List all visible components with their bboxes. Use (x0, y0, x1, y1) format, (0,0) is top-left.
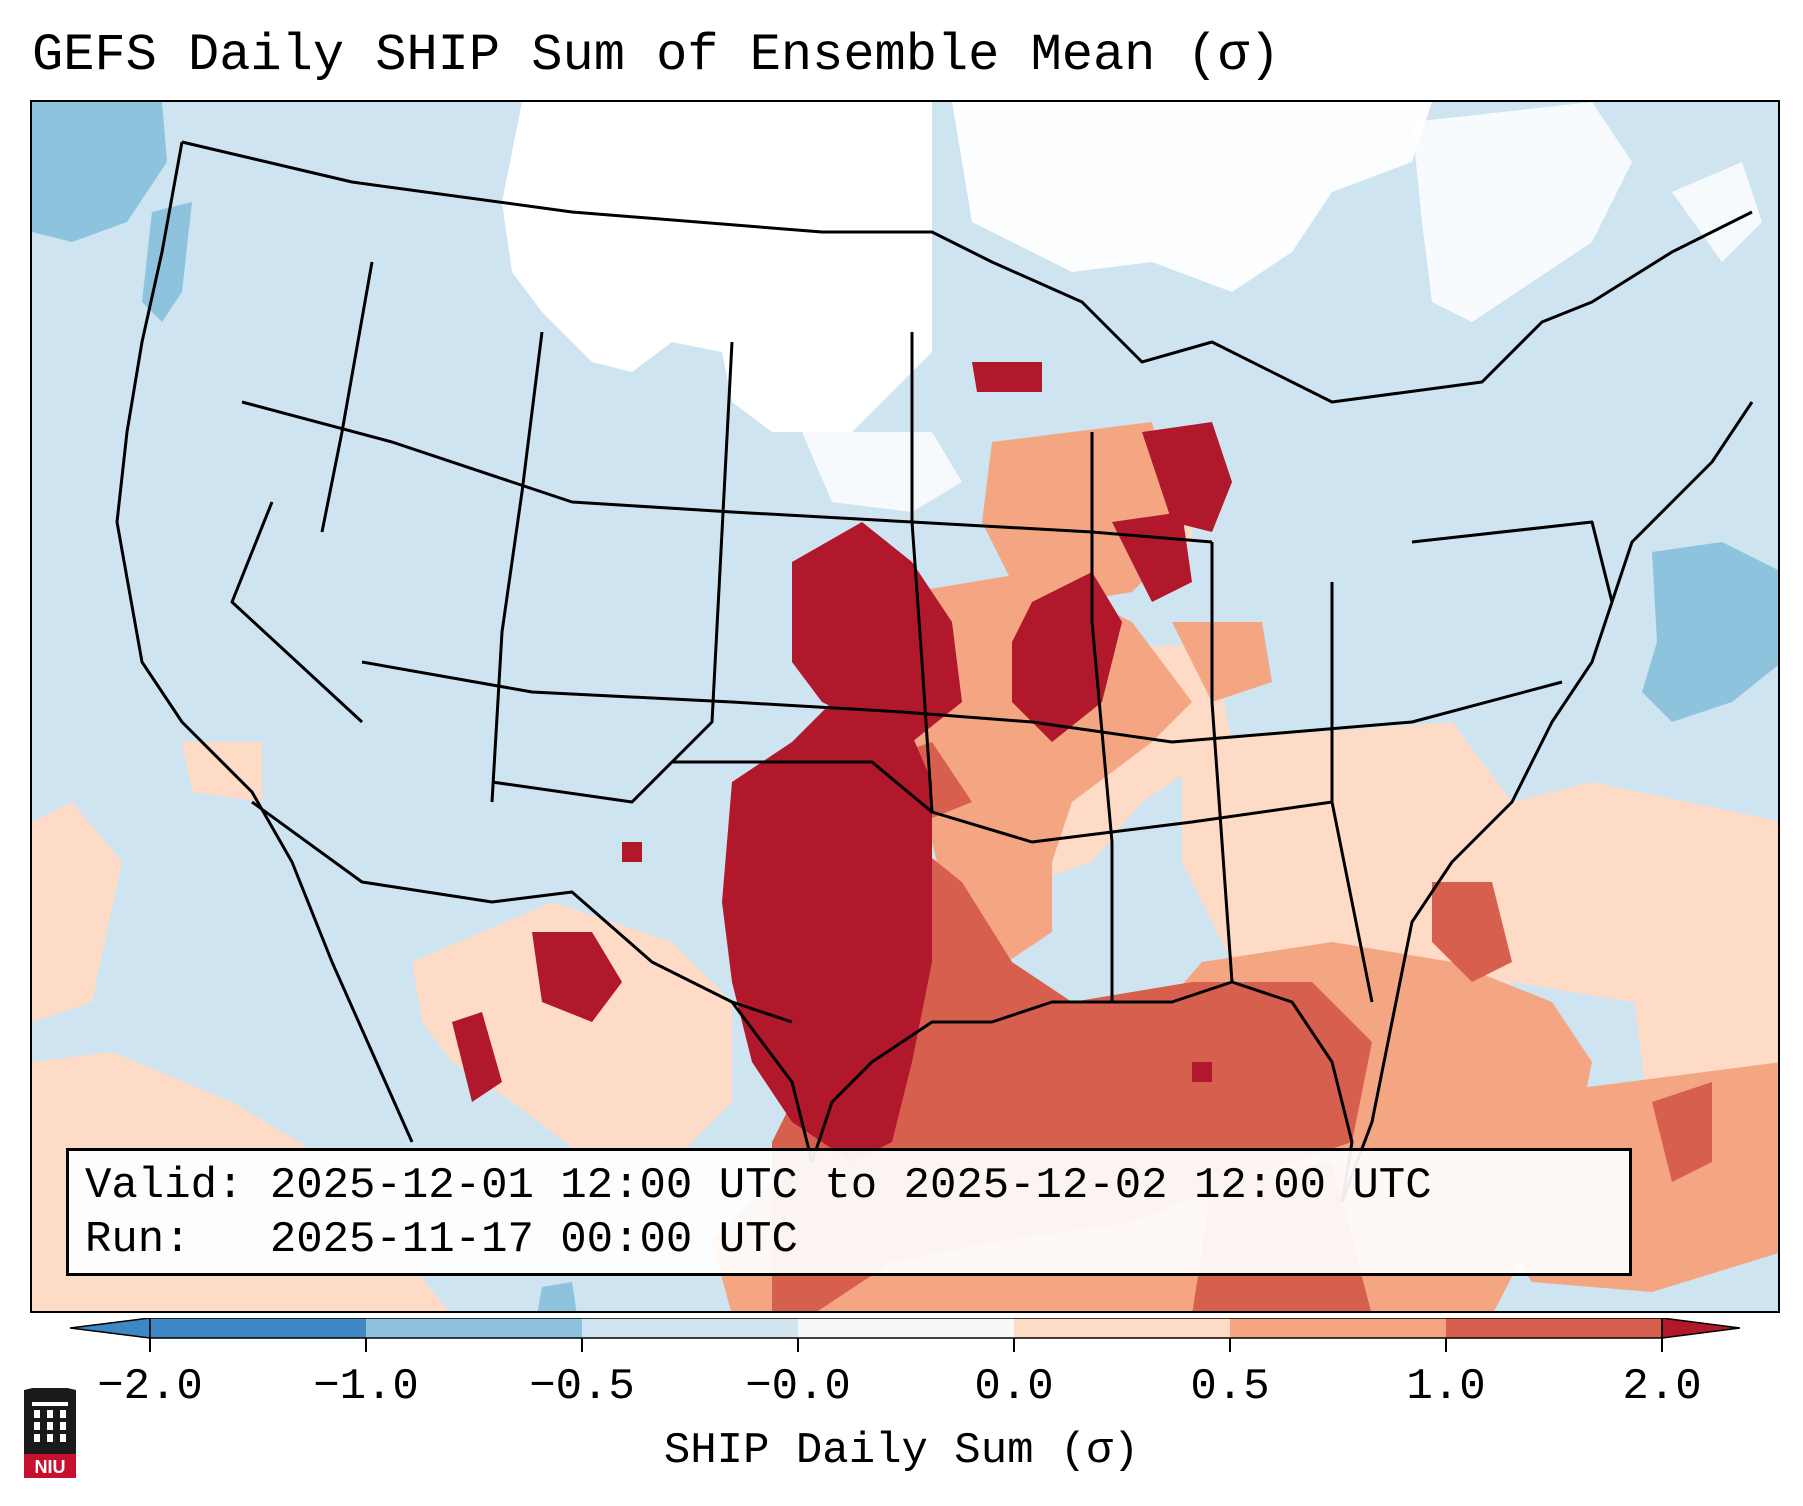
colorbar (69, 1317, 1741, 1363)
colorbar-tick-label: −0.0 (745, 1362, 851, 1412)
colorbar-min-extend (69, 1317, 151, 1339)
ship-map (32, 102, 1778, 1311)
strongly-above-normal-regions (452, 362, 1232, 1162)
colorbar-graphic (69, 1317, 1741, 1352)
colorbar-tick-label: 0.5 (1190, 1362, 1270, 1412)
colorbar-tick-label: −2.0 (97, 1362, 203, 1412)
political-boundaries (115, 140, 1754, 1203)
map-title: GEFS Daily SHIP Sum of Ensemble Mean (σ) (32, 26, 1281, 85)
niu-logo-icon: NIU (24, 1384, 76, 1478)
colorbar-tick-label: 1.0 (1406, 1362, 1486, 1412)
colorbar-tick-label: −0.5 (529, 1362, 635, 1412)
colorbar-ticks (149, 1338, 1663, 1352)
valid-time-line: Valid: 2025-12-01 12:00 UTC to 2025-12-0… (85, 1161, 1432, 1211)
run-time-line: Run: 2025-11-17 00:00 UTC (85, 1215, 798, 1265)
svg-text:NIU: NIU (35, 1457, 66, 1477)
colorbar-bin-5 (1014, 1318, 1230, 1338)
colorbar-bin-3 (582, 1318, 798, 1338)
colorbar-bin-1 (150, 1318, 366, 1338)
neutral-regions (502, 102, 1762, 512)
colorbar-bin-2 (366, 1318, 582, 1338)
colorbar-bin-4 (798, 1318, 1014, 1338)
colorbar-tick-label: 2.0 (1622, 1362, 1702, 1412)
below-normal-regions (32, 102, 1778, 1311)
colorbar-tick-label: −1.0 (313, 1362, 419, 1412)
colorbar-label: SHIP Daily Sum (σ) (663, 1426, 1140, 1476)
colorbar-max-extend (1661, 1317, 1741, 1339)
validity-info-box: Valid: 2025-12-01 12:00 UTC to 2025-12-0… (66, 1148, 1632, 1276)
colorbar-tick-label: 0.0 (974, 1362, 1054, 1412)
colorbar-bin-6 (1230, 1318, 1446, 1338)
niu-logo: NIU (22, 1384, 78, 1485)
map-panel (30, 100, 1780, 1313)
colorbar-bin-7 (1446, 1318, 1662, 1338)
